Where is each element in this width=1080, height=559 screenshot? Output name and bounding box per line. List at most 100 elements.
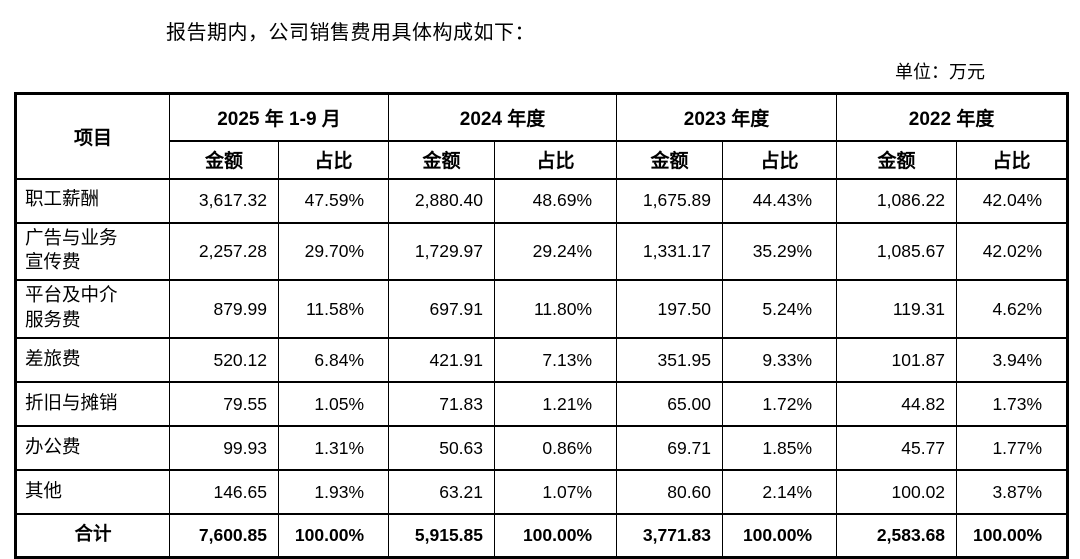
ratio-cell: 100.00%	[722, 513, 838, 559]
amount-cell: 1,086.22	[836, 177, 958, 224]
amount-header: 金额	[836, 140, 958, 180]
table-row: 其他 146.65 1.93% 63.21 1.07% 80.60 2.14% 100.02 3…	[15, 469, 1069, 516]
ratio-cell: 3.87%	[956, 469, 1069, 516]
ratio-cell: 3.94%	[956, 337, 1069, 384]
amount-cell: 63.21	[388, 469, 496, 516]
row-label: 办公费	[15, 425, 170, 472]
ratio-cell: 42.04%	[956, 177, 1069, 224]
ratio-cell: 47.59%	[277, 177, 390, 224]
ratio-cell: 1.31%	[277, 425, 390, 472]
ratio-header: 占比	[956, 140, 1069, 180]
amount-cell: 99.93	[169, 425, 279, 472]
amount-cell: 146.65	[169, 469, 279, 516]
amount-cell: 1,331.17	[616, 221, 724, 282]
ratio-cell: 48.69%	[494, 177, 618, 224]
table-header-columns: 金额 占比 金额 占比 金额 占比 金额 占比	[16, 140, 1069, 180]
ratio-cell: 11.80%	[494, 279, 618, 340]
row-label: 职工薪酬	[15, 177, 170, 224]
ratio-cell: 35.29%	[722, 221, 838, 282]
period-header-2022: 2022 年度	[836, 92, 1069, 142]
table-row: 平台及中介 服务费 879.99 11.58% 697.91 11.80% 197.50 5…	[15, 279, 1069, 340]
table-row: 差旅费 520.12 6.84% 421.91 7.13% 351.95 9.33% 101.…	[15, 337, 1069, 384]
row-label: 广告与业务 宣传费	[15, 221, 170, 282]
ratio-cell: 11.58%	[277, 279, 390, 340]
amount-cell: 119.31	[836, 279, 958, 340]
table-header-periods: 项目 2025 年 1-9 月 2024 年度 2023 年度 2022 年度	[15, 92, 1069, 180]
ratio-cell: 9.33%	[722, 337, 838, 384]
amount-cell: 197.50	[616, 279, 724, 340]
ratio-cell: 1.05%	[277, 381, 390, 428]
amount-cell: 3,771.83	[616, 513, 724, 559]
amount-cell: 421.91	[388, 337, 496, 384]
ratio-cell: 5.24%	[722, 279, 838, 340]
ratio-cell: 29.24%	[494, 221, 618, 282]
sales-expense-table: 项目 2025 年 1-9 月 2024 年度 2023 年度 2022 年度 …	[14, 92, 1070, 559]
ratio-cell: 1.93%	[277, 469, 390, 516]
ratio-cell: 4.62%	[956, 279, 1069, 340]
ratio-cell: 1.77%	[956, 425, 1069, 472]
amount-cell: 69.71	[616, 425, 724, 472]
row-label: 其他	[15, 469, 170, 516]
table-row: 广告与业务 宣传费 2,257.28 29.70% 1,729.97 29.24% 1,3…	[15, 221, 1069, 282]
row-label: 平台及中介 服务费	[15, 279, 170, 340]
amount-cell: 79.55	[169, 381, 279, 428]
amount-cell: 697.91	[388, 279, 496, 340]
ratio-cell: 2.14%	[722, 469, 838, 516]
ratio-cell: 1.21%	[494, 381, 618, 428]
amount-header: 金额	[169, 140, 279, 180]
amount-cell: 520.12	[169, 337, 279, 384]
ratio-cell: 1.72%	[722, 381, 838, 428]
page-title: 报告期内，公司销售费用具体构成如下：	[166, 22, 535, 44]
period-header-2024: 2024 年度	[388, 92, 618, 142]
amount-cell: 3,617.32	[169, 177, 279, 224]
amount-cell: 2,257.28	[169, 221, 279, 282]
amount-cell: 1,085.67	[836, 221, 958, 282]
table-body: 职工薪酬 3,617.32 47.59% 2,880.40 48.69% 1,675.89…	[15, 177, 1069, 559]
ratio-cell: 0.86%	[494, 425, 618, 472]
row-label: 折旧与摊销	[15, 381, 170, 428]
ratio-cell: 1.73%	[956, 381, 1069, 428]
ratio-cell: 1.85%	[722, 425, 838, 472]
amount-cell: 80.60	[616, 469, 724, 516]
amount-cell: 71.83	[388, 381, 496, 428]
ratio-cell: 7.13%	[494, 337, 618, 384]
amount-cell: 2,583.68	[836, 513, 958, 559]
ratio-cell: 100.00%	[956, 513, 1069, 559]
period-header-2025: 2025 年 1-9 月	[168, 92, 390, 142]
amount-cell: 45.77	[836, 425, 958, 472]
row-label: 差旅费	[15, 337, 170, 384]
amount-header: 金额	[616, 140, 724, 180]
amount-cell: 879.99	[169, 279, 279, 340]
amount-cell: 65.00	[616, 381, 724, 428]
item-column-header: 项目	[15, 92, 170, 180]
table-row: 职工薪酬 3,617.32 47.59% 2,880.40 48.69% 1,675.89…	[15, 177, 1069, 224]
amount-cell: 100.02	[836, 469, 958, 516]
row-label: 合计	[15, 513, 170, 559]
ratio-header: 占比	[494, 140, 618, 180]
ratio-cell: 6.84%	[277, 337, 390, 384]
amount-cell: 2,880.40	[388, 177, 496, 224]
amount-cell: 1,729.97	[388, 221, 496, 282]
table-row: 折旧与摊销 79.55 1.05% 71.83 1.21% 65.00 1.72% 44.82…	[15, 381, 1069, 428]
unit-label: 单位：万元	[895, 62, 985, 82]
amount-cell: 50.63	[388, 425, 496, 472]
table-row-total: 合计 7,600.85 100.00% 5,915.85 100.00% 3,771.83…	[15, 513, 1069, 559]
ratio-cell: 1.07%	[494, 469, 618, 516]
amount-cell: 5,915.85	[388, 513, 496, 559]
amount-header: 金额	[388, 140, 496, 180]
ratio-cell: 100.00%	[277, 513, 390, 559]
amount-cell: 1,675.89	[616, 177, 724, 224]
ratio-cell: 100.00%	[494, 513, 618, 559]
ratio-cell: 44.43%	[722, 177, 838, 224]
period-header-2023: 2023 年度	[616, 92, 838, 142]
ratio-header: 占比	[722, 140, 838, 180]
amount-cell: 44.82	[836, 381, 958, 428]
ratio-cell: 42.02%	[956, 221, 1069, 282]
amount-cell: 351.95	[616, 337, 724, 384]
amount-cell: 101.87	[836, 337, 958, 384]
amount-cell: 7,600.85	[169, 513, 279, 559]
table-row: 办公费 99.93 1.31% 50.63 0.86% 69.71 1.85% 45.77 1.…	[15, 425, 1069, 472]
ratio-cell: 29.70%	[277, 221, 390, 282]
ratio-header: 占比	[277, 140, 390, 180]
